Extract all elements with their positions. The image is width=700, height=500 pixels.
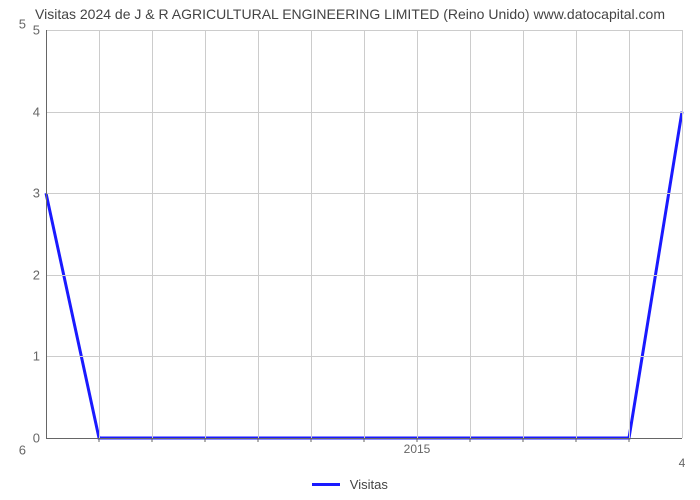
y-tick-label: 3 xyxy=(33,186,40,201)
chart-title: Visitas 2024 de J & R AGRICULTURAL ENGIN… xyxy=(0,6,700,22)
x-axis-line xyxy=(46,438,682,439)
legend: Visitas xyxy=(0,476,700,492)
gridline-v xyxy=(629,30,630,438)
gridline-v xyxy=(470,30,471,438)
legend-label: Visitas xyxy=(350,477,388,492)
y-tick-label: 2 xyxy=(33,267,40,282)
gridline-v xyxy=(152,30,153,438)
y-tick-label: 5 xyxy=(33,23,40,38)
y-tick-label: 0 xyxy=(33,431,40,446)
legend-swatch xyxy=(312,483,340,486)
y-axis-line xyxy=(46,30,47,438)
x-outer-label-right: 4 xyxy=(679,456,686,470)
gridline-v xyxy=(576,30,577,438)
gridline-v xyxy=(205,30,206,438)
gridline-v xyxy=(258,30,259,438)
y-tick-label: 1 xyxy=(33,349,40,364)
gridline-v xyxy=(523,30,524,438)
y-outer-label-bottom: 6 xyxy=(19,443,26,458)
gridline-v xyxy=(99,30,100,438)
gridline-v xyxy=(682,30,683,438)
y-outer-label-top: 5 xyxy=(19,17,26,32)
gridline-v xyxy=(417,30,418,438)
y-tick-label: 4 xyxy=(33,104,40,119)
gridline-v xyxy=(364,30,365,438)
x-center-label: 2015 xyxy=(404,442,431,456)
plot-area: 0123456520154 xyxy=(46,30,682,438)
gridline-v xyxy=(311,30,312,438)
